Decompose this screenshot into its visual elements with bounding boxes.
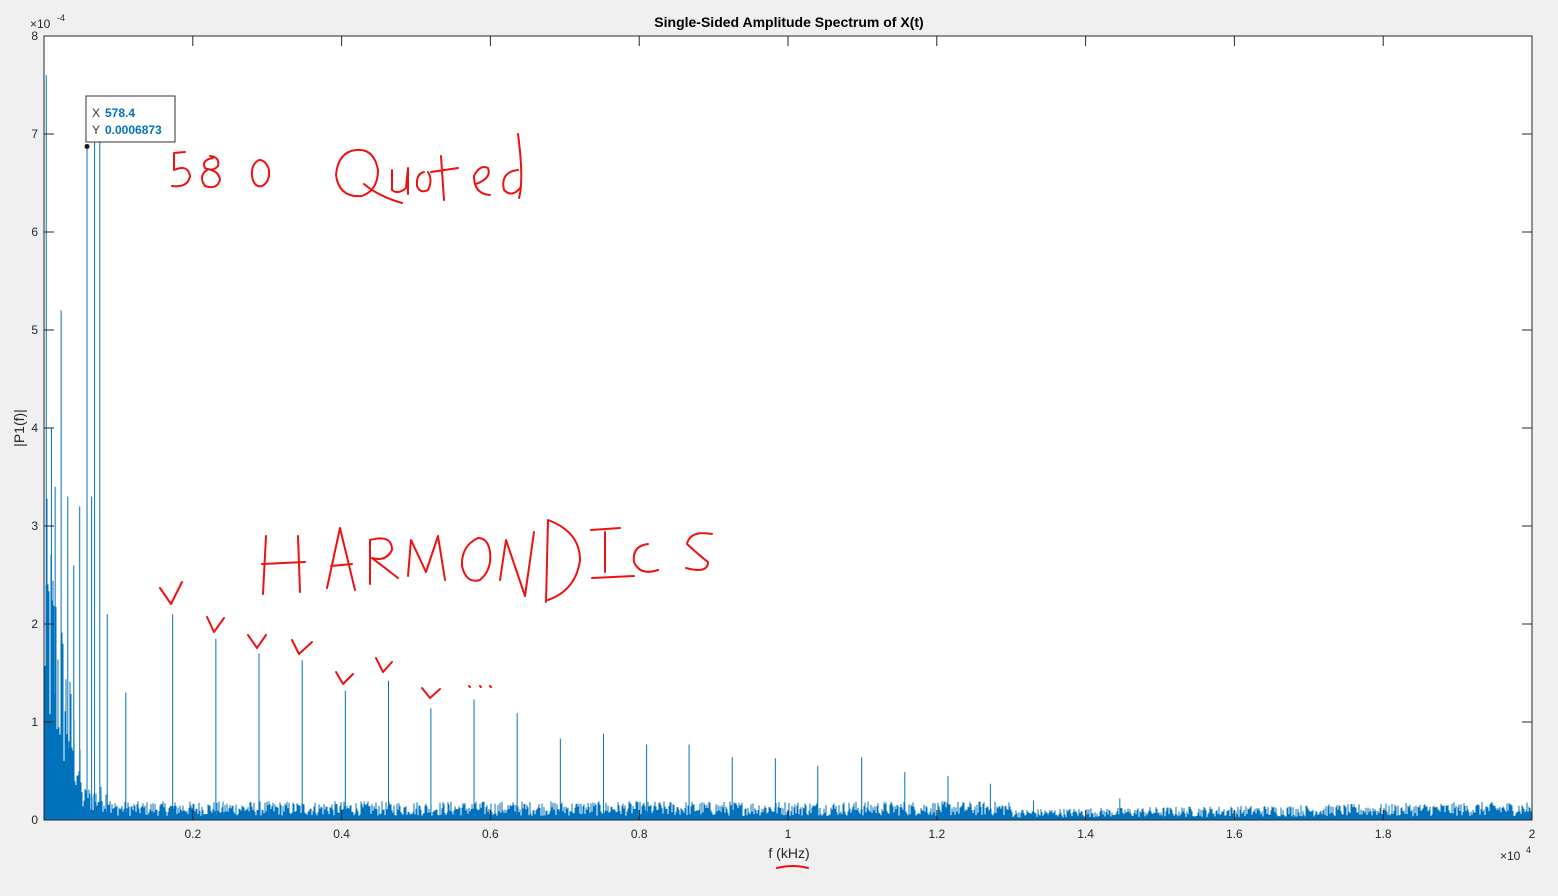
y-axis-exponent: ×10 -4 (30, 13, 65, 31)
plot-area[interactable] (44, 36, 1532, 820)
data-tip-marker[interactable] (84, 143, 90, 149)
x-tick-label: 2 (1529, 827, 1536, 841)
chart-title: Single-Sided Amplitude Spectrum of X(t) (654, 14, 923, 30)
y-tick-label: 6 (31, 225, 38, 239)
y-tick-label: 0 (31, 813, 38, 827)
x-tick-label: 1 (785, 827, 792, 841)
y-axis-label: |P1(f)| (11, 409, 27, 447)
y-tick-label: 1 (31, 715, 38, 729)
x-tick-label: 0.8 (631, 827, 648, 841)
y-tick-label: 7 (31, 127, 38, 141)
handwritten-underline (776, 865, 809, 869)
y-exponent-power: -4 (57, 13, 65, 23)
data-tip[interactable]: X 578.4 Y 0.0006873 (84, 95, 176, 149)
x-exponent-power: 4 (1526, 845, 1531, 855)
data-tip-y-value: 0.0006873 (105, 123, 162, 137)
y-tick-label: 4 (31, 421, 38, 435)
y-tick-label: 5 (31, 323, 38, 337)
handwritten-harmonics (261, 519, 713, 603)
x-tick-label: 1.4 (1077, 827, 1094, 841)
x-exponent-base: ×10 (1500, 849, 1521, 863)
axis-ticks: 0.2 0.4 0.6 0.8 1 1.2 1.4 1.6 1.8 2 0 1 2 3 4 5 6 7 8 (31, 29, 1535, 841)
y-exponent-base: ×10 (30, 17, 51, 31)
y-tick-label: 8 (31, 29, 38, 43)
handwritten-annotations (159, 133, 809, 869)
x-tick-label: 1.8 (1375, 827, 1392, 841)
x-tick-label: 0.4 (333, 827, 350, 841)
handwritten-580-quoted (171, 133, 523, 204)
handwritten-harmonic-check-marks (159, 581, 492, 699)
x-tick-label: 0.6 (482, 827, 499, 841)
y-tick-label: 3 (31, 519, 38, 533)
x-tick-label: 1.2 (928, 827, 945, 841)
x-tick-label: 0.2 (184, 827, 201, 841)
data-tip-y-label: Y (92, 123, 100, 137)
x-axis-label: f (kHz) (768, 845, 809, 861)
x-axis-exponent: ×10 4 (1500, 845, 1531, 863)
y-tick-label: 2 (31, 617, 38, 631)
x-tick-label: 1.6 (1226, 827, 1243, 841)
data-tip-x-value: 578.4 (105, 106, 135, 120)
spectrum-series (43, 75, 1533, 820)
data-tip-box (85, 95, 176, 143)
data-tip-x-label: X (92, 106, 100, 120)
